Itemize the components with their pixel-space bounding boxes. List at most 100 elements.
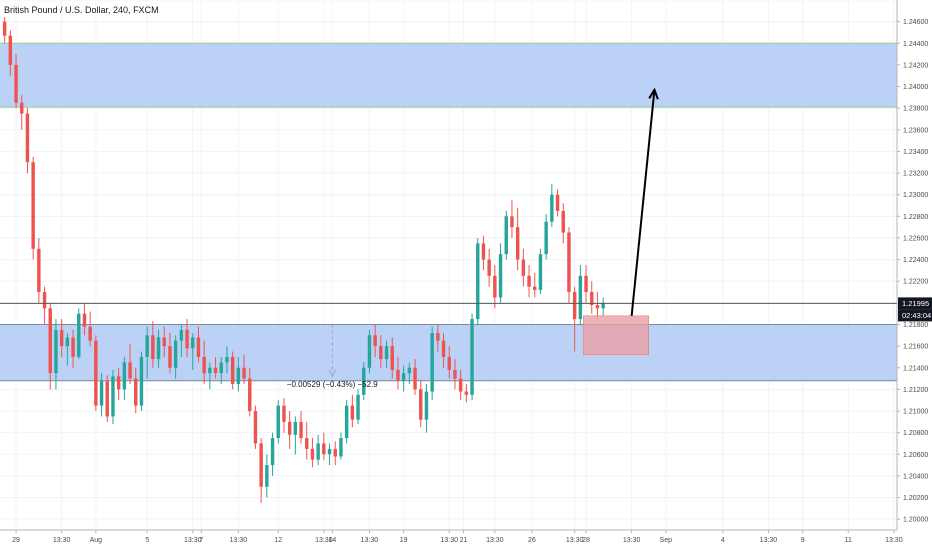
candle-body <box>379 346 383 360</box>
x-tick-label: Sep <box>660 537 673 544</box>
candle-body <box>464 391 469 395</box>
candle-body <box>322 443 326 455</box>
y-tick-label: 1.24600 <box>903 19 928 26</box>
x-tick-label: 21 <box>460 537 468 544</box>
candle-body <box>59 329 64 347</box>
y-tick-label: 1.21200 <box>903 387 928 394</box>
candle-body <box>242 367 246 379</box>
x-tick-label: 5 <box>145 537 149 544</box>
y-tick-label: 1.22400 <box>903 257 928 264</box>
candle-body <box>493 275 497 298</box>
x-tick-label: 13:30 <box>184 537 202 544</box>
x-tick-label: 13:30 <box>440 537 458 544</box>
y-tick-label: 1.21400 <box>903 365 928 372</box>
x-tick-label: 13:30 <box>486 537 504 544</box>
x-tick-label: 9 <box>801 537 805 544</box>
candle-body <box>162 337 166 347</box>
zone-rect <box>0 43 897 108</box>
candle-body <box>99 380 104 406</box>
candle-body <box>555 194 560 211</box>
candle-body <box>54 329 58 374</box>
candle-body <box>282 405 286 422</box>
candle-body <box>293 421 298 435</box>
candle-body <box>419 389 423 420</box>
countdown-label: 02:43:04 <box>902 311 931 320</box>
candle-body <box>333 448 337 457</box>
candle-body <box>430 333 434 392</box>
candle-body <box>436 333 440 341</box>
price-badge <box>898 297 932 310</box>
y-tick-label: 1.24200 <box>903 62 928 69</box>
y-tick-label: 1.22200 <box>903 279 928 286</box>
candle-body <box>396 369 400 381</box>
y-tick-label: 1.20000 <box>903 517 928 524</box>
candle-body <box>476 243 480 320</box>
candle-body <box>572 292 577 320</box>
projection-arrow-line <box>630 89 656 316</box>
x-tick-label: 12 <box>274 537 282 544</box>
candle-body <box>362 367 366 395</box>
candle-body <box>504 216 508 255</box>
y-tick-label: 1.20600 <box>903 452 928 459</box>
y-tick-label: 1.24400 <box>903 41 928 48</box>
y-tick-label: 1.23000 <box>903 192 928 199</box>
candle-body <box>122 362 127 390</box>
candle-body <box>487 259 491 276</box>
y-tick-label: 1.23200 <box>903 171 928 178</box>
candle-body <box>8 35 13 65</box>
candle-body <box>481 243 486 260</box>
projection-arrowhead <box>648 87 659 100</box>
highlight-box <box>582 315 650 356</box>
candle-body <box>270 438 275 466</box>
candle-body <box>259 443 263 487</box>
y-axis-background <box>897 0 932 550</box>
candle-body <box>25 113 30 163</box>
candle-body <box>88 326 92 341</box>
candle-body <box>48 308 52 374</box>
y-tick-label: 1.20400 <box>903 473 928 480</box>
x-tick-label: 13:30 <box>885 537 903 544</box>
x-tick-label: 19 <box>400 537 408 544</box>
candle-body <box>407 367 412 374</box>
candle-body <box>367 335 372 368</box>
candle-body <box>538 254 543 290</box>
candle-body <box>82 313 87 327</box>
candle-body <box>191 337 195 349</box>
x-tick-label: 26 <box>528 537 536 544</box>
candle-body <box>208 367 212 374</box>
zones <box>0 42 897 382</box>
candle-body <box>413 367 417 390</box>
candle-body <box>401 373 406 381</box>
x-tick-label: 4 <box>721 537 725 544</box>
candle-body <box>578 275 583 320</box>
candle-body <box>510 216 514 228</box>
candle-body <box>447 356 451 370</box>
candle-body <box>265 465 269 487</box>
candle-body <box>225 356 229 363</box>
candle-body <box>213 367 218 374</box>
candle-body <box>567 232 571 293</box>
y-tick-label: 1.21600 <box>903 344 928 351</box>
candle-body <box>236 367 241 384</box>
candle-body <box>276 405 280 439</box>
candle-body <box>350 405 355 420</box>
candle-body <box>20 102 24 114</box>
candle-body <box>173 340 178 368</box>
x-tick-label: 29 <box>12 537 20 544</box>
candle-body <box>31 162 35 249</box>
candle-body <box>196 337 201 357</box>
y-tick-label: 1.23400 <box>903 149 928 156</box>
x-tick-label: 7 <box>199 537 203 544</box>
candle-body <box>111 376 115 417</box>
candle-body <box>145 335 149 357</box>
candle-body <box>168 346 172 368</box>
x-axis-background <box>0 530 932 550</box>
candle-body <box>390 346 394 370</box>
x-tick-label: 13:30 <box>53 537 71 544</box>
candle-body <box>327 448 332 455</box>
candle-body <box>544 221 548 255</box>
x-tick-label: 13:30 <box>361 537 379 544</box>
candle-body <box>42 292 47 309</box>
x-tick-label: Aug <box>90 537 103 544</box>
